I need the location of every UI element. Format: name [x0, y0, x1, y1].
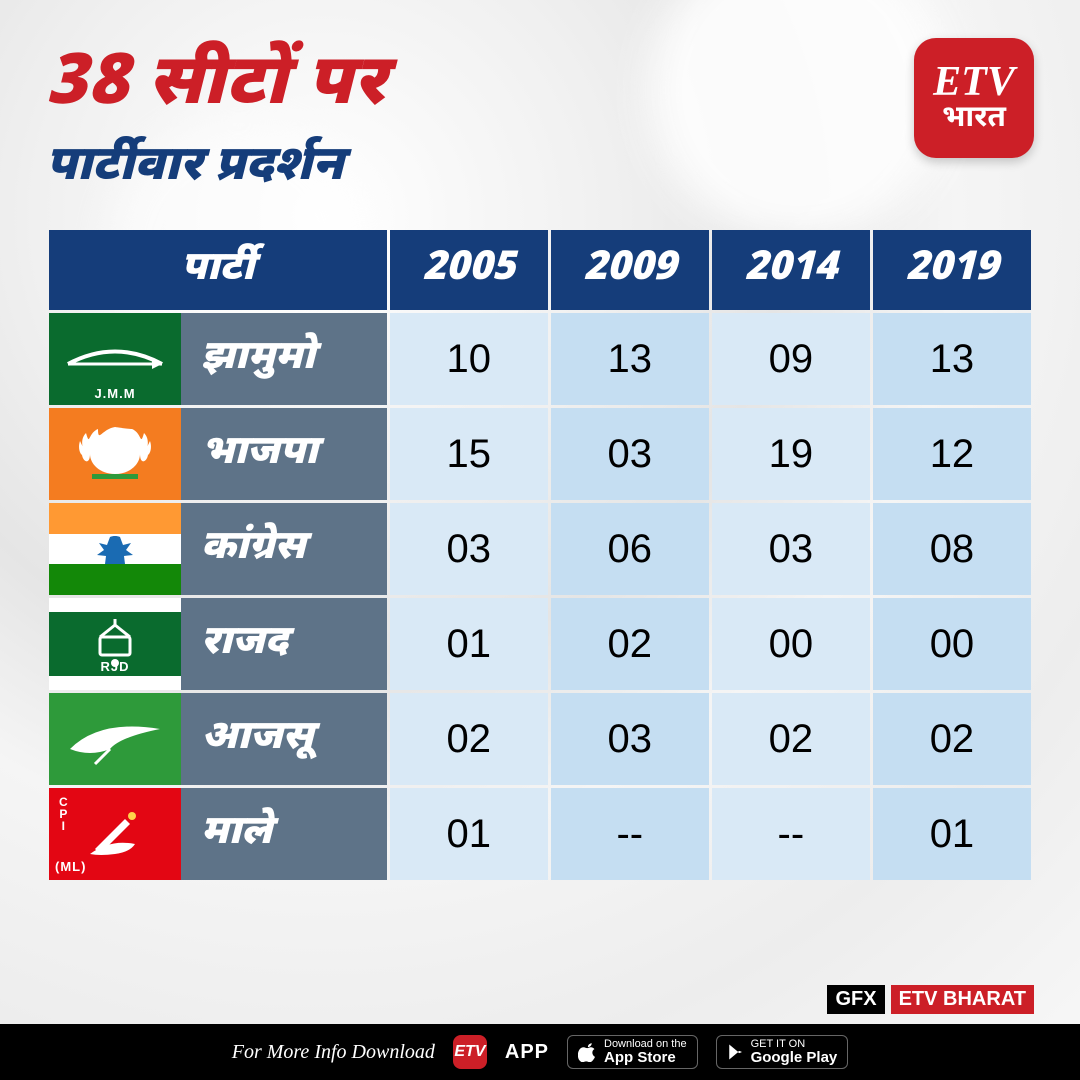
party-name: आजसू	[181, 693, 387, 785]
party-cell: भाजपा	[49, 408, 387, 500]
value-cell: --	[551, 788, 709, 880]
value-cell: 01	[873, 788, 1031, 880]
party-flag-icon	[49, 408, 181, 500]
party-name: झामुमो	[181, 313, 387, 405]
value-cell: 00	[712, 598, 870, 690]
play-icon	[727, 1043, 745, 1061]
value-cell: 09	[712, 313, 870, 405]
party-name: कांग्रेस	[181, 503, 387, 595]
value-cell: 02	[873, 693, 1031, 785]
headline-line2: पार्टीवार प्रदर्शन	[46, 136, 1034, 199]
column-year: 2014	[712, 230, 870, 310]
value-cell: 03	[551, 408, 709, 500]
column-year: 2005	[390, 230, 548, 310]
party-flag-icon: J.M.M	[49, 313, 181, 405]
table-row: भाजपा 15031912	[49, 408, 1031, 500]
playstore-badge[interactable]: GET IT ONGoogle Play	[716, 1035, 849, 1070]
value-cell: 00	[873, 598, 1031, 690]
party-name: भाजपा	[181, 408, 387, 500]
value-cell: 02	[551, 598, 709, 690]
party-flag-icon	[49, 503, 181, 595]
table-row: CPI (ML) माले 01----01	[49, 788, 1031, 880]
table-row: J.M.M झामुमो 10130913	[49, 313, 1031, 405]
headline-line1: 38 सीटों पर	[46, 40, 1034, 132]
party-name: माले	[181, 788, 387, 880]
brand-logo: ETV भारत	[914, 38, 1034, 158]
gfx-label: GFX	[827, 985, 884, 1014]
value-cell: 15	[390, 408, 548, 500]
footer-app-icon: ETV	[453, 1035, 487, 1069]
gfx-credit: GFX ETV BHARAT	[827, 985, 1034, 1014]
footer-info: For More Info Download	[232, 1041, 435, 1064]
party-cell: J.M.M झामुमो	[49, 313, 387, 405]
column-party: पार्टी	[49, 230, 387, 310]
party-cell: आजसू	[49, 693, 387, 785]
party-flag-icon: RJD	[49, 598, 181, 690]
column-year: 2019	[873, 230, 1031, 310]
party-flag-icon	[49, 693, 181, 785]
party-cell: कांग्रेस	[49, 503, 387, 595]
value-cell: 13	[551, 313, 709, 405]
value-cell: 19	[712, 408, 870, 500]
party-name: राजद	[181, 598, 387, 690]
value-cell: 03	[551, 693, 709, 785]
value-cell: 12	[873, 408, 1031, 500]
value-cell: 03	[712, 503, 870, 595]
table-row: RJD राजद 01020000	[49, 598, 1031, 690]
value-cell: 06	[551, 503, 709, 595]
party-cell: CPI (ML) माले	[49, 788, 387, 880]
value-cell: 01	[390, 598, 548, 690]
appstore-badge[interactable]: Download on theApp Store	[567, 1035, 698, 1070]
value-cell: 03	[390, 503, 548, 595]
footer-app-label: APP	[505, 1041, 549, 1064]
party-cell: RJD राजद	[49, 598, 387, 690]
value-cell: 13	[873, 313, 1031, 405]
apple-icon	[578, 1042, 598, 1062]
footer-strip: For More Info Download ETV APP Download …	[0, 1024, 1080, 1080]
value-cell: 01	[390, 788, 548, 880]
gfx-brand: ETV BHARAT	[891, 985, 1034, 1014]
table-row: कांग्रेस 03060308	[49, 503, 1031, 595]
logo-bottom: भारत	[942, 103, 1006, 136]
value-cell: 02	[390, 693, 548, 785]
value-cell: 02	[712, 693, 870, 785]
value-cell: --	[712, 788, 870, 880]
logo-top: ETV	[933, 61, 1015, 103]
column-year: 2009	[551, 230, 709, 310]
value-cell: 10	[390, 313, 548, 405]
results-table: पार्टी2005200920142019 J.M.M झामुमो 1013…	[46, 227, 1034, 883]
value-cell: 08	[873, 503, 1031, 595]
table-row: आजसू 02030202	[49, 693, 1031, 785]
party-flag-icon: CPI (ML)	[49, 788, 181, 880]
